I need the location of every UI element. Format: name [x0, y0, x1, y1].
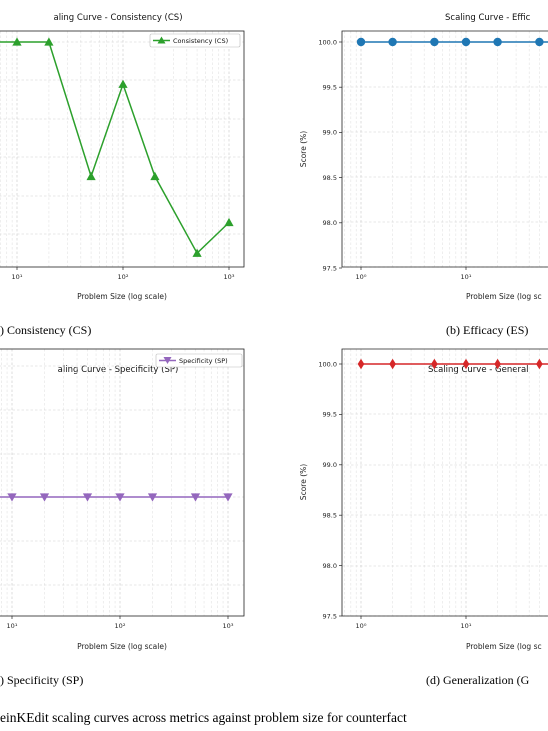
chart-title-efficacy: Scaling Curve - Effic — [445, 13, 531, 23]
panel-specificity: aling Curve - Specificity (SP) 10¹ 10² 10³… — [0, 348, 245, 687]
x-axis-label-generalization: Problem Size (log sc — [466, 642, 542, 651]
series-specificity — [0, 493, 233, 502]
data-point — [389, 358, 396, 370]
y-tick-label: 99.5 — [323, 411, 337, 419]
x-tick-label: 10³ — [223, 622, 234, 630]
caption-specificity: ) Specificity (SP) — [0, 673, 83, 687]
series-consistency — [0, 37, 234, 257]
chart-title-consistency: aling Curve - Consistency (CS) — [53, 13, 182, 23]
y-tick-label: 99.0 — [323, 461, 337, 469]
grid-specificity — [0, 349, 244, 616]
data-point — [44, 37, 54, 46]
data-point — [223, 493, 233, 502]
legend-marker-consistency — [157, 36, 166, 44]
legend-label-consistency: Consistency (CS) — [173, 37, 228, 45]
y-axis-label-efficacy: Score (%) — [299, 131, 308, 167]
y-tick-label: 98.0 — [323, 562, 337, 570]
data-point — [357, 358, 365, 370]
legend-box-consistency — [149, 33, 241, 48]
x-tick-label: 10⁰ — [356, 622, 367, 630]
legend-marker-specificity — [163, 357, 172, 364]
data-point — [7, 493, 17, 502]
x-ticks-specificity: 10¹ 10² 10³ — [7, 616, 234, 630]
panel-efficacy: Scaling Curve - Effic 97.5 98.0 98.5 99.0 99… — [299, 13, 548, 337]
caption-efficacy: (b) Efficacy (ES) — [446, 323, 528, 337]
data-point — [461, 37, 471, 47]
figure-caption: einKEdit scaling curves across metrics a… — [0, 710, 407, 725]
data-point — [356, 37, 366, 47]
plot-frame-consistency — [0, 30, 245, 268]
y-tick-label: 98.5 — [323, 174, 337, 182]
series-line — [0, 41, 230, 255]
x-axis-label-efficacy: Problem Size (log sc — [466, 292, 542, 301]
data-point — [224, 217, 234, 227]
data-point — [12, 37, 22, 46]
panel-generalization: Scaling Curve - General 97.5 98.0 98.5 99.0… — [299, 348, 548, 687]
data-point — [82, 493, 93, 502]
y-tick-label: 100.0 — [318, 38, 337, 46]
data-point — [147, 493, 158, 502]
data-point — [462, 358, 470, 370]
plot-frame-generalization — [341, 348, 548, 617]
y-axis-label-generalization: Score (%) — [299, 464, 308, 500]
data-point — [86, 171, 96, 181]
y-tick-label: 97.5 — [323, 264, 337, 272]
y-ticks-efficacy: 97.5 98.0 98.5 99.0 99.5 100.0 — [318, 38, 342, 272]
data-point — [430, 37, 439, 47]
legend-label-specificity: Specificity (SP) — [179, 357, 228, 365]
x-tick-label: 10¹ — [7, 622, 18, 630]
data-point — [115, 493, 125, 502]
series-generalization — [357, 358, 548, 370]
x-tick-label: 10¹ — [12, 273, 23, 281]
caption-consistency: ) Consistency (CS) — [0, 323, 91, 337]
data-point — [388, 37, 397, 47]
legend-consistency: Consistency (CS) — [149, 33, 241, 48]
panel-consistency: aling Curve - Consistency (CS) 10¹ 10² 10³… — [0, 13, 245, 337]
legend-specificity: Specificity (SP) — [155, 353, 243, 368]
x-ticks-consistency: 10¹ 10² 10³ — [12, 267, 235, 281]
y-tick-label: 98.5 — [323, 512, 337, 520]
x-tick-label: 10³ — [224, 273, 235, 281]
caption-generalization: (d) Generalization (G — [426, 673, 530, 687]
data-point — [535, 37, 544, 47]
y-tick-label: 99.5 — [323, 84, 337, 92]
plot-frame-efficacy — [341, 30, 548, 268]
x-ticks-generalization: 10⁰ 10¹ — [356, 616, 472, 630]
data-point — [192, 248, 202, 257]
legend-box-specificity — [155, 353, 243, 368]
x-tick-label: 10⁰ — [356, 273, 367, 281]
x-tick-label: 10² — [118, 273, 129, 281]
x-axis-label-specificity: Problem Size (log scale) — [77, 642, 167, 651]
x-tick-label: 10² — [115, 622, 126, 630]
y-tick-label: 99.0 — [323, 129, 337, 137]
x-axis-label-consistency: Problem Size (log scale) — [77, 292, 167, 301]
data-point — [190, 493, 201, 502]
grid-efficacy — [342, 31, 548, 268]
y-tick-label: 97.5 — [323, 612, 337, 620]
data-point — [118, 79, 128, 88]
grid-generalization — [342, 349, 548, 617]
chart-title-generalization: Scaling Curve - General — [428, 365, 529, 375]
x-tick-label: 10¹ — [461, 622, 472, 630]
y-tick-label: 100.0 — [318, 360, 337, 368]
data-point — [536, 358, 543, 370]
data-point — [39, 493, 50, 502]
data-point — [150, 171, 160, 181]
chart-title-specificity: aling Curve - Specificity (SP) — [58, 365, 179, 375]
series-efficacy — [356, 37, 548, 47]
grid-consistency — [0, 31, 244, 267]
plot-frame-specificity — [0, 348, 245, 617]
x-ticks-efficacy: 10⁰ 10¹ — [356, 267, 472, 281]
data-point — [431, 358, 438, 370]
y-ticks-generalization: 97.5 98.0 98.5 99.0 99.5 100.0 — [318, 360, 342, 620]
data-point — [494, 358, 501, 370]
data-point — [493, 37, 502, 47]
x-tick-label: 10¹ — [461, 273, 472, 281]
y-tick-label: 98.0 — [323, 219, 337, 227]
